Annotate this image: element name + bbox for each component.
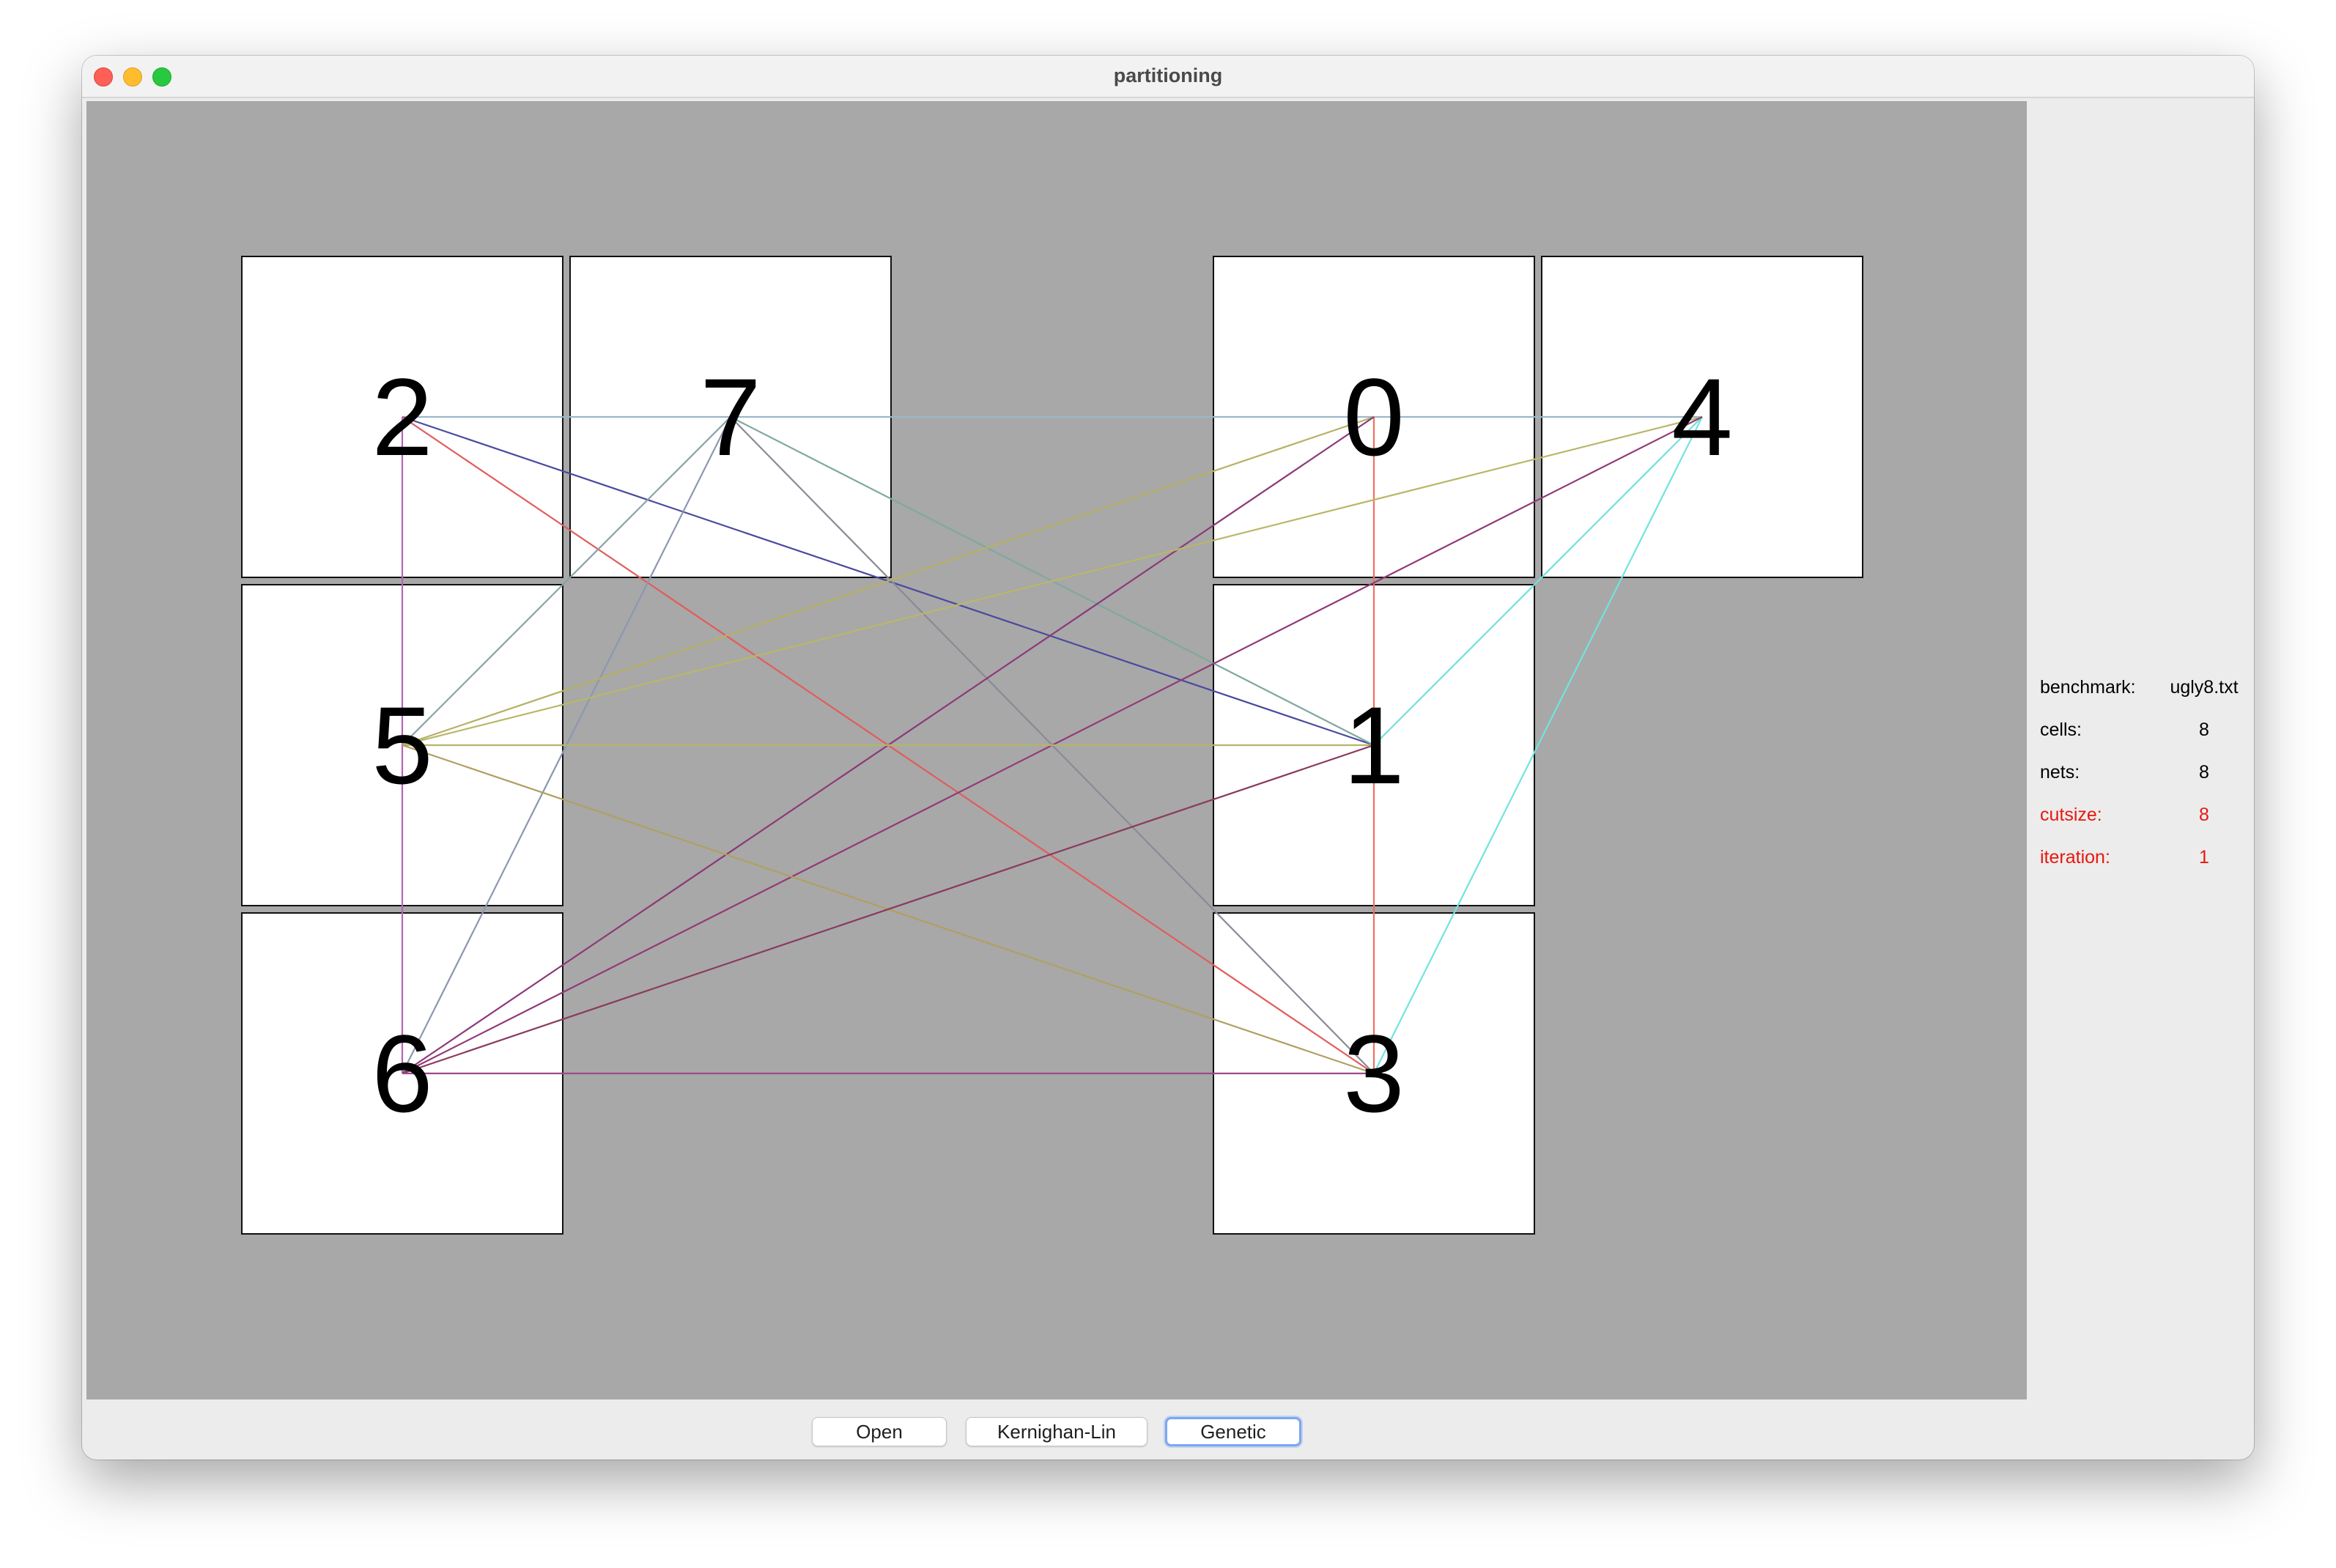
kernighan-lin-button[interactable]: Kernighan-Lin bbox=[966, 1417, 1147, 1446]
stat-value: 8 bbox=[2199, 720, 2209, 740]
open-button[interactable]: Open bbox=[812, 1417, 947, 1446]
minimize-button[interactable] bbox=[123, 67, 142, 86]
net-line-4-1 bbox=[1373, 416, 1703, 746]
genetic-button[interactable]: Genetic bbox=[1165, 1417, 1301, 1446]
cell-label-3: 3 bbox=[1343, 1012, 1404, 1135]
app-window: partitioning 2 7 0 4 5 1 6 3 benchmark: ugly8.t… bbox=[82, 56, 2254, 1460]
cell-label-2: 2 bbox=[372, 355, 432, 478]
stat-cells: cells: 8 bbox=[2040, 720, 2245, 762]
stat-cutsize: cutsize: 8 bbox=[2040, 805, 2245, 847]
stat-value: 8 bbox=[2199, 762, 2209, 783]
partition-canvas: 2 7 0 4 5 1 6 3 bbox=[86, 101, 2027, 1399]
stat-benchmark: benchmark: ugly8.txt bbox=[2040, 677, 2245, 720]
stat-label: cutsize: bbox=[2040, 805, 2102, 825]
close-button[interactable] bbox=[94, 67, 113, 86]
zoom-button[interactable] bbox=[152, 67, 171, 86]
stat-label: cells: bbox=[2040, 720, 2082, 740]
stat-iteration: iteration: 1 bbox=[2040, 847, 2245, 890]
stat-label: benchmark: bbox=[2040, 677, 2136, 698]
stats-panel: benchmark: ugly8.txt cells: 8 nets: 8 cu… bbox=[2040, 677, 2245, 890]
button-bar: Open Kernighan-Lin Genetic bbox=[82, 1417, 2254, 1449]
stat-nets: nets: 8 bbox=[2040, 762, 2245, 805]
cell-label-1: 1 bbox=[1343, 684, 1404, 807]
cell-label-7: 7 bbox=[700, 355, 761, 478]
stat-value: 1 bbox=[2199, 847, 2209, 868]
net-line-4-5 bbox=[402, 415, 1703, 747]
cell-label-4: 4 bbox=[1671, 355, 1732, 478]
cell-label-5: 5 bbox=[372, 684, 432, 807]
stat-value: 8 bbox=[2199, 805, 2209, 825]
net-line-0-5 bbox=[402, 415, 1375, 747]
window-title: partitioning bbox=[1113, 64, 1223, 86]
partition-graph: 2 7 0 4 5 1 6 3 bbox=[241, 256, 1863, 1235]
net-line-1-6 bbox=[402, 744, 1375, 1075]
net-line-7-5 bbox=[402, 416, 731, 746]
title-bar: partitioning bbox=[82, 56, 2254, 98]
net-line-4-3 bbox=[1373, 416, 1703, 1074]
stat-label: nets: bbox=[2040, 762, 2080, 783]
stat-value: ugly8.txt bbox=[2170, 677, 2239, 698]
cell-label-6: 6 bbox=[372, 1012, 432, 1135]
stat-label: iteration: bbox=[2040, 847, 2110, 868]
cell-label-0: 0 bbox=[1343, 355, 1404, 478]
